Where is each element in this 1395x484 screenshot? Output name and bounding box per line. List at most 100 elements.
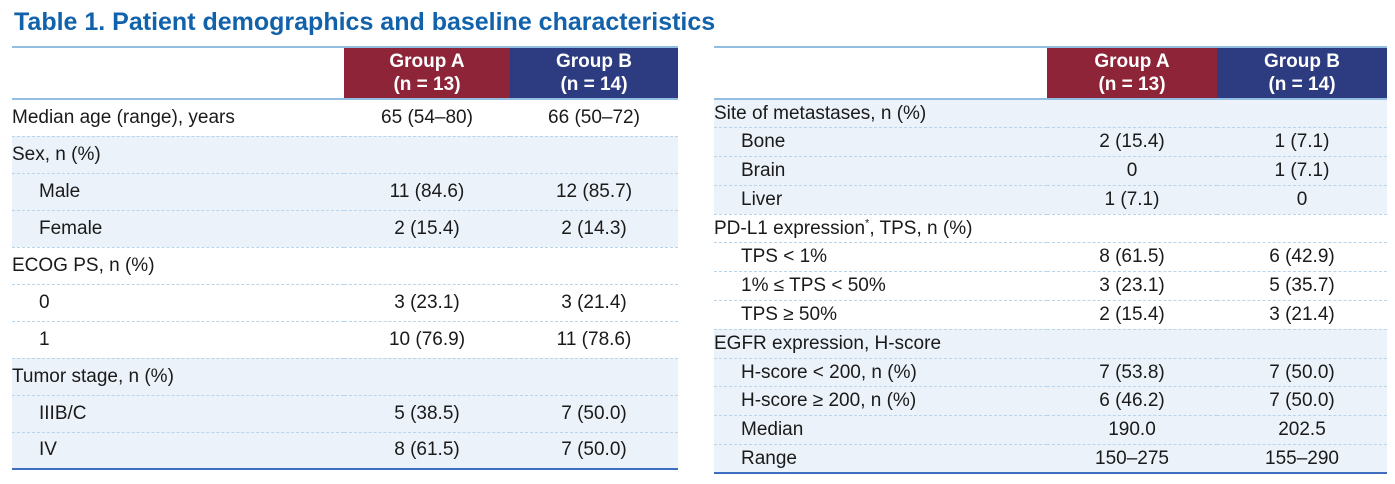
header-empty-cell	[714, 47, 1047, 99]
value-cell-group-a: 6 (46.2)	[1099, 390, 1165, 412]
demographics-table-right: Group A (n = 13) Group B (n = 14) Site o…	[714, 46, 1387, 475]
row-label: Liver	[741, 188, 783, 210]
section-header-row: Site of metastases, n (%)	[714, 99, 1387, 128]
value-cell-group-b: 7 (50.0)	[561, 439, 627, 461]
value-cell-group-a: 190.0	[1108, 419, 1156, 441]
row-label: Female	[39, 217, 103, 239]
table-row: 1% ≤ TPS < 50% 3 (23.1) 5 (35.7)	[714, 271, 1387, 301]
table-row: Bone 2 (15.4) 1 (7.1)	[714, 127, 1387, 157]
value-cell-group-b: 11 (78.6)	[556, 328, 632, 350]
table-row: Brain 0 1 (7.1)	[714, 156, 1387, 186]
value-cell-group-a: 11 (84.6)	[389, 180, 465, 202]
value-cell-group-b: 155–290	[1265, 447, 1339, 469]
value-cell-group-b: 5 (35.7)	[1269, 275, 1335, 297]
value-cell-group-b: 7 (50.0)	[561, 402, 627, 424]
value-cell-group-b: 66 (50–72)	[548, 106, 640, 128]
row-label: 1% ≤ TPS < 50%	[741, 275, 886, 297]
header-group-b: Group B (n = 14)	[510, 47, 678, 99]
value-cell-group-b: 0	[1296, 188, 1308, 210]
section-header-row: EGFR expression, H-score	[714, 329, 1387, 359]
value-cell-group-a: 65 (54–80)	[381, 106, 473, 128]
row-label: Median age (range), years	[12, 106, 235, 128]
row-label: TPS ≥ 50%	[741, 303, 837, 325]
value-cell-group-a: 10 (76.9)	[388, 328, 466, 350]
table-row: 0 3 (23.1) 3 (21.4)	[12, 284, 678, 321]
value-cell-group-b: 3 (21.4)	[561, 291, 627, 313]
section-header-row: Tumor stage, n (%)	[12, 358, 678, 395]
value-cell-group-b: 7 (50.0)	[1269, 390, 1335, 412]
value-cell-group-a: 0	[1126, 159, 1138, 181]
value-cell-group-b: 7 (50.0)	[1269, 361, 1335, 383]
table-row: Median 190.0 202.5	[714, 415, 1387, 445]
table-row: H-score < 200, n (%) 7 (53.8) 7 (50.0)	[714, 358, 1387, 387]
value-cell-group-a: 1 (7.1)	[1104, 188, 1160, 210]
table-row: TPS ≥ 50% 2 (15.4) 3 (21.4)	[714, 300, 1387, 330]
group-b-count: (n = 14)	[1268, 74, 1336, 95]
demographics-table-left: Group A (n = 13) Group B (n = 14) Median…	[12, 46, 678, 470]
left-table-body: Median age (range), years 65 (54–80) 66 (5…	[12, 99, 678, 469]
table-row: Female 2 (15.4) 2 (14.3)	[12, 210, 678, 247]
group-a-label: Group A	[389, 50, 465, 72]
value-cell-group-b: 12 (85.7)	[555, 180, 633, 202]
section-header-row: ECOG PS, n (%)	[12, 247, 678, 284]
value-cell-group-a: 2 (15.4)	[394, 217, 460, 239]
value-cell-group-a: 3 (23.1)	[1099, 275, 1165, 297]
footnote-asterisk: *	[865, 217, 870, 230]
row-label: ECOG PS, n (%)	[12, 254, 155, 276]
row-label: Site of metastases, n (%)	[714, 102, 927, 124]
header-group-b: Group B (n = 14)	[1217, 47, 1387, 99]
value-cell-group-b: 1 (7.1)	[1274, 159, 1330, 181]
row-label: Brain	[741, 159, 786, 181]
row-label: Bone	[741, 131, 786, 153]
value-cell-group-a: 8 (61.5)	[1099, 246, 1165, 268]
table-row: IIIB/C 5 (38.5) 7 (50.0)	[12, 395, 678, 432]
row-label: TPS < 1%	[741, 246, 828, 268]
header-group-a: Group A (n = 13)	[1047, 47, 1217, 99]
table-row: Male 11 (84.6) 12 (85.7)	[12, 173, 678, 210]
row-label: IIIB/C	[39, 402, 87, 424]
row-label: H-score ≥ 200, n (%)	[741, 390, 917, 412]
group-b-label: Group B	[1264, 50, 1340, 72]
table-row: IV 8 (61.5) 7 (50.0)	[12, 432, 678, 469]
table-row: TPS < 1% 8 (61.5) 6 (42.9)	[714, 242, 1387, 272]
group-a-count: (n = 13)	[1098, 74, 1166, 95]
row-label: EGFR expression, H-score	[714, 332, 942, 354]
header-row: Group A (n = 13) Group B (n = 14)	[12, 47, 678, 99]
section-header-row: Sex, n (%)	[12, 136, 678, 173]
table-row: H-score ≥ 200, n (%) 6 (46.2) 7 (50.0)	[714, 386, 1387, 416]
row-label: IV	[39, 439, 57, 461]
row-label: 0	[39, 291, 50, 313]
right-table-body: Site of metastases, n (%) Bone 2 (15.4) 1 (…	[714, 99, 1387, 474]
value-cell-group-b: 3 (21.4)	[1269, 303, 1335, 325]
group-a-count: (n = 13)	[393, 74, 461, 95]
value-cell-group-a: 3 (23.1)	[394, 291, 460, 313]
row-label: 1	[39, 328, 50, 350]
value-cell-group-a: 7 (53.8)	[1099, 361, 1165, 383]
table-title: Table 1. Patient demographics and baseli…	[14, 8, 716, 36]
table-row: Range 150–275 155–290	[714, 444, 1387, 474]
group-a-label: Group A	[1094, 50, 1170, 72]
row-label: PD-L1 expression*, TPS, n (%)	[714, 217, 973, 239]
row-label: H-score < 200, n (%)	[741, 361, 917, 383]
header-group-a: Group A (n = 13)	[344, 47, 510, 99]
tables-container: Group A (n = 13) Group B (n = 14) Median…	[12, 46, 1387, 475]
value-cell-group-a: 8 (61.5)	[394, 439, 460, 461]
row-label: Sex, n (%)	[12, 143, 101, 165]
row-label: Tumor stage, n (%)	[12, 365, 174, 387]
group-b-label: Group B	[556, 50, 632, 72]
header-empty-cell	[12, 47, 344, 99]
value-cell-group-a: 2 (15.4)	[1099, 303, 1165, 325]
row-label: Median	[741, 419, 804, 441]
value-cell-group-b: 202.5	[1278, 419, 1326, 441]
value-cell-group-a: 2 (15.4)	[1099, 131, 1165, 153]
table-row: Median age (range), years 65 (54–80) 66 (5…	[12, 99, 678, 136]
table-row: 1 10 (76.9) 11 (78.6)	[12, 321, 678, 358]
value-cell-group-a: 5 (38.5)	[394, 402, 460, 424]
row-label: Range	[741, 447, 797, 469]
section-header-row: PD-L1 expression*, TPS, n (%)	[714, 214, 1387, 243]
row-label: Male	[39, 180, 81, 202]
table-row: Liver 1 (7.1) 0	[714, 185, 1387, 215]
value-cell-group-a: 150–275	[1095, 447, 1169, 469]
value-cell-group-b: 6 (42.9)	[1269, 246, 1335, 268]
